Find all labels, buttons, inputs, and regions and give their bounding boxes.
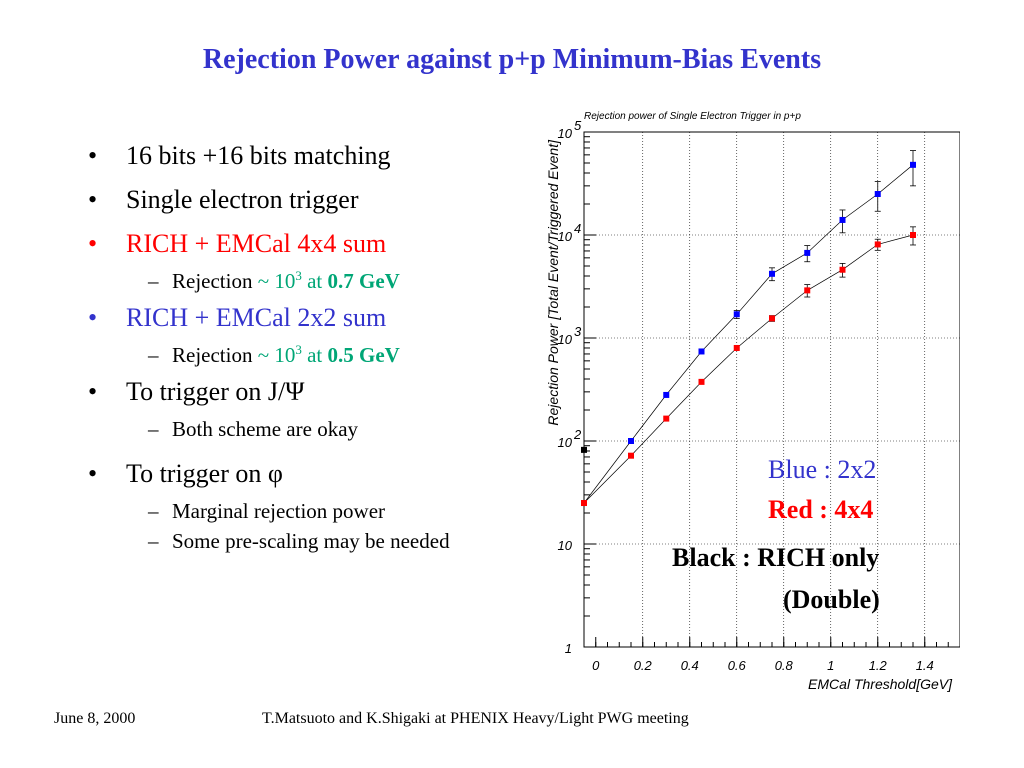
bullet-text: RICH + EMCal 4x4 sum [126, 229, 387, 258]
sub-text-tilde: ~ 10 [257, 269, 296, 293]
data-point [839, 266, 846, 273]
slide-title: Rejection Power against p+p Minimum-Bias… [202, 44, 822, 75]
y-axis-label: Rejection Power [Total Event/Triggered E… [545, 139, 561, 426]
data-point [910, 161, 916, 168]
y-tick-label: 10 [558, 229, 573, 244]
bullet-dot-icon: • [88, 377, 98, 406]
sub-bullet-phi-marginal: – Marginal rejection power [88, 496, 508, 526]
sub-text: Both scheme are okay [172, 417, 359, 441]
series-line-1 [583, 234, 914, 504]
sub-text-at: at [307, 343, 323, 367]
bullet-text: To trigger on J/Ψ [126, 377, 305, 406]
sub-bullet-jpsi: – Both scheme are okay [88, 414, 508, 444]
data-point [839, 216, 846, 223]
sub-bullet-phi-prescale: – Some pre-scaling may be needed [88, 526, 508, 556]
bullet-text: To trigger on φ [126, 459, 283, 488]
y-tick-exponent: 4 [574, 221, 581, 236]
data-point [769, 270, 775, 277]
sub-text-at: at [307, 269, 323, 293]
sub-bullet-4x4-rejection: – Rejection ~ 103 at 0.7 GeV [88, 266, 508, 296]
data-point [874, 191, 881, 198]
x-tick-label: 1.4 [916, 658, 934, 673]
y-tick-label: 10 [558, 435, 573, 450]
rejection-power-chart: Rejection power of Single Electron Trigg… [540, 108, 960, 700]
legend-black-double: (Double) [783, 585, 880, 614]
chart-title: Rejection power of Single Electron Trigg… [584, 111, 801, 122]
footer-credit: T.Matsuoto and K.Shigaki at PHENIX Heavy… [262, 710, 689, 727]
sub-text: Marginal rejection power [172, 499, 386, 523]
bullet-dot-icon: • [88, 185, 98, 214]
data-point [581, 500, 587, 507]
dash-icon: – [148, 529, 159, 553]
dash-icon: – [148, 417, 159, 441]
dash-icon: – [148, 499, 159, 523]
bullet-text: RICH + EMCal 2x2 sum [126, 303, 387, 332]
y-tick-label: 10 [558, 538, 573, 553]
legend-black: Black : RICH only [672, 543, 880, 572]
bullet-text: 16 bits +16 bits matching [126, 141, 391, 170]
x-tick-label: 1 [827, 658, 834, 673]
bullet-rich-4x4: • RICH + EMCal 4x4 sum [88, 222, 508, 266]
data-point [663, 415, 670, 422]
bullet-single-electron: • Single electron trigger [88, 178, 508, 222]
data-point [910, 232, 916, 238]
sub-text-exp: 3 [295, 268, 302, 283]
bullet-list: • 16 bits +16 bits matching • Single ele… [88, 134, 508, 556]
sub-text-value: 0.5 GeV [327, 343, 400, 367]
bullet-rich-2x2: • RICH + EMCal 2x2 sum [88, 296, 508, 340]
data-point [581, 446, 587, 453]
sub-text-value: 0.7 GeV [327, 269, 400, 293]
x-tick-label: 0.6 [728, 658, 747, 673]
legend-blue: Blue : 2x2 [768, 455, 877, 484]
data-point [733, 311, 740, 318]
x-tick-label: 0.2 [634, 658, 653, 673]
x-tick-label: 0.8 [775, 658, 794, 673]
sub-text: Rejection [172, 269, 253, 293]
data-point [769, 315, 775, 322]
x-tick-label: 1.2 [869, 658, 888, 673]
data-point [733, 344, 740, 351]
bullet-phi: • To trigger on φ [88, 452, 508, 496]
bullet-dot-icon: • [88, 229, 98, 258]
y-tick-exponent: 3 [574, 324, 582, 339]
dash-icon: – [148, 269, 159, 293]
bullet-dot-icon: • [88, 459, 98, 488]
legend-red: Red : 4x4 [768, 495, 874, 524]
y-tick-exponent: 2 [573, 427, 582, 442]
data-point [698, 378, 705, 385]
y-tick-label: 10 [558, 332, 573, 347]
y-tick-label: 1 [565, 641, 572, 656]
sub-text-tilde: ~ 10 [257, 343, 296, 367]
bullet-text: Single electron trigger [126, 185, 359, 214]
sub-bullet-2x2-rejection: – Rejection ~ 103 at 0.5 GeV [88, 340, 508, 370]
bullet-dot-icon: • [88, 141, 98, 170]
y-tick-exponent: 5 [574, 118, 582, 133]
plot-svg: 0 0.2 0.4 0.6 0.8 1 1.2 1.4110102103104105EMCal… [545, 118, 960, 692]
sub-text: Some pre-scaling may be needed [172, 529, 450, 553]
data-point [804, 287, 811, 294]
x-axis-label: EMCal Threshold[GeV] [808, 676, 953, 692]
data-point [698, 348, 705, 355]
x-tick-label: 0 [592, 658, 600, 673]
footer-date: June 8, 2000 [54, 710, 136, 727]
data-point [628, 438, 634, 444]
data-point [874, 241, 881, 248]
bullet-matching: • 16 bits +16 bits matching [88, 134, 508, 178]
sub-text: Rejection [172, 343, 253, 367]
bullet-dot-icon: • [88, 303, 98, 332]
dash-icon: – [148, 343, 159, 367]
data-point [628, 452, 634, 459]
y-tick-label: 10 [558, 126, 573, 141]
bullet-jpsi: • To trigger on J/Ψ [88, 370, 508, 414]
data-point [804, 249, 811, 256]
data-point [663, 391, 670, 398]
x-tick-label: 0.4 [681, 658, 699, 673]
series-line-0 [583, 164, 914, 504]
sub-text-exp: 3 [295, 342, 302, 357]
